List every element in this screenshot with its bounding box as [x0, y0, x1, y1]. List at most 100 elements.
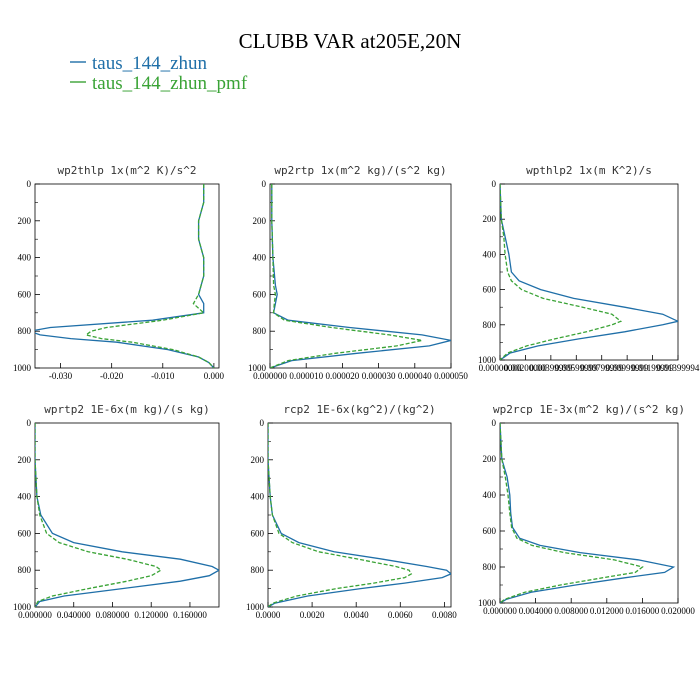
y-tick-label: 200 [251, 455, 265, 465]
panel-title: wp2thlp 1x(m^2 K)/s^2 [57, 164, 196, 177]
series-line-taus-144-zhun-pmf [35, 423, 163, 607]
y-tick-label: 800 [18, 326, 32, 336]
x-tick-label: 0.00200000 [504, 363, 547, 373]
panel-title: wp2rtp 1x(m^2 kg)/(s^2 kg) [274, 164, 446, 177]
x-tick-label: 0.000000 [483, 606, 517, 616]
legend-entry-1: taus_144_zhun [70, 53, 208, 74]
y-tick-label: 0 [262, 179, 267, 189]
y-tick-label: 600 [483, 526, 497, 536]
y-tick-label: 400 [253, 253, 267, 263]
x-tick-label: 0.000 [204, 371, 225, 381]
y-tick-label: 1000 [248, 363, 267, 373]
panel-grid: wp2thlp 1x(m^2 K)/s^2 0 200 400 600 800 1000 -0… [13, 164, 700, 620]
x-tick-label: 0.00999999 [606, 363, 649, 373]
y-tick-label: 0 [492, 418, 497, 428]
series-line-taus-144-zhun [500, 423, 676, 603]
x-tick-label: 0.040000 [57, 610, 91, 620]
x-tick-label: 0.008000 [554, 606, 588, 616]
plot-frame [499, 422, 679, 604]
x-tick-label: 0.012000 [590, 606, 624, 616]
x-tick-label: 0.160000 [173, 610, 207, 620]
y-tick-label: 800 [483, 320, 497, 330]
x-tick-label: -0.010 [151, 371, 175, 381]
series-line-taus-144-zhun-pmf [84, 184, 215, 368]
y-tick-label: 1000 [13, 363, 32, 373]
panel-title: wp2rcp 1E-3x(m^2 kg)/(s^2 kg) [493, 403, 685, 416]
panel-6: wp2rcp 1E-3x(m^2 kg)/(s^2 kg) 0 200 400 600 8… [478, 403, 695, 616]
x-tick-label: 0.000020 [326, 371, 360, 381]
legend: taus_144_zhun taus_144_zhun_pmf [70, 53, 248, 94]
panel-2: wp2rtp 1x(m^2 kg)/(s^2 kg) 0 200 400 600 800 1… [248, 164, 468, 381]
x-tick-label: 0.004000 [519, 606, 553, 616]
plot-frame [499, 183, 679, 361]
y-tick-label: 600 [253, 289, 267, 299]
figure-title: CLUBB VAR at205E,20N [239, 29, 462, 53]
y-tick-label: 1000 [478, 598, 497, 608]
y-tick-label: 800 [253, 326, 267, 336]
series-line-taus-144-zhun-pmf [268, 423, 413, 607]
x-tick-label: 0.01199999 [631, 363, 674, 373]
x-tick-label: 0.01399994 [657, 363, 700, 373]
panel-4: wprtp2 1E-6x(m kg)/(s kg) 0 200 400 600 800 10… [13, 403, 220, 620]
x-tick-label: 0.0020 [300, 610, 325, 620]
x-tick-label: 0.00599999 [555, 363, 598, 373]
y-tick-label: 1000 [478, 355, 497, 365]
x-tick-label: 0.0060 [388, 610, 413, 620]
y-tick-label: 400 [18, 492, 32, 502]
x-tick-label: 0.000040 [398, 371, 432, 381]
series-line-taus-144-zhun [35, 423, 219, 607]
x-tick-label: 0.020000 [661, 606, 695, 616]
y-tick-label: 600 [251, 528, 265, 538]
y-tick-label: 0 [27, 418, 32, 428]
y-tick-label: 0 [492, 179, 497, 189]
y-tick-label: 800 [251, 565, 265, 575]
panel-title: rcp2 1E-6x(kg^2)/(kg^2) [283, 403, 435, 416]
y-tick-label: 800 [18, 565, 32, 575]
legend-label-2: taus_144_zhun_pmf [92, 73, 248, 94]
series-line-taus-144-zhun [270, 184, 451, 368]
x-tick-label: 0.000050 [434, 371, 468, 381]
plot-frame [267, 422, 452, 608]
panel-5: rcp2 1E-6x(kg^2)/(kg^2) 0 200 400 600 800 1000… [246, 403, 457, 620]
y-tick-label: 400 [18, 253, 32, 263]
panel-3: wpthlp2 1x(m K^2)/s 0 200 400 600 800 1000 0.00… [478, 164, 700, 373]
y-tick-label: 200 [253, 216, 267, 226]
series-line-taus-144-zhun [500, 184, 678, 360]
y-tick-label: 200 [18, 216, 32, 226]
x-tick-label: 0.0080 [432, 610, 457, 620]
y-tick-label: 0 [27, 179, 32, 189]
panel-title: wprtp2 1E-6x(m kg)/(s kg) [44, 403, 210, 416]
y-tick-label: 1000 [13, 602, 32, 612]
x-tick-label: 0.00799999 [580, 363, 623, 373]
x-tick-label: 0.000010 [289, 371, 323, 381]
x-tick-label: -0.020 [100, 371, 124, 381]
series-line-taus-144-zhun [268, 423, 451, 607]
y-tick-label: 400 [483, 490, 497, 500]
x-tick-label: 0.120000 [134, 610, 168, 620]
series-line-taus-144-zhun-pmf [500, 184, 623, 360]
x-tick-label: 0.016000 [626, 606, 660, 616]
legend-entry-2: taus_144_zhun_pmf [70, 73, 248, 94]
y-tick-label: 600 [483, 285, 497, 295]
y-tick-label: 600 [18, 289, 32, 299]
plot-frame [34, 183, 220, 369]
legend-label-1: taus_144_zhun [92, 53, 208, 74]
x-tick-label: 0.000000 [18, 610, 52, 620]
y-tick-label: 800 [483, 562, 497, 572]
panel-1: wp2thlp 1x(m^2 K)/s^2 0 200 400 600 800 1000 -0… [13, 164, 225, 381]
series-line-taus-144-zhun-pmf [270, 184, 423, 368]
y-tick-label: 200 [18, 455, 32, 465]
plot-frame [269, 183, 452, 369]
y-tick-label: 600 [18, 528, 32, 538]
series-line-taus-144-zhun [35, 184, 215, 368]
y-tick-label: 400 [483, 249, 497, 259]
y-tick-label: 200 [483, 454, 497, 464]
x-tick-label: 0.00399999 [529, 363, 572, 373]
y-tick-label: 200 [483, 214, 497, 224]
y-tick-label: 400 [251, 492, 265, 502]
x-tick-label: 0.000000 [253, 371, 287, 381]
x-tick-label: 0.080000 [96, 610, 130, 620]
panel-title: wpthlp2 1x(m K^2)/s [526, 164, 652, 177]
x-tick-label: -0.030 [49, 371, 73, 381]
